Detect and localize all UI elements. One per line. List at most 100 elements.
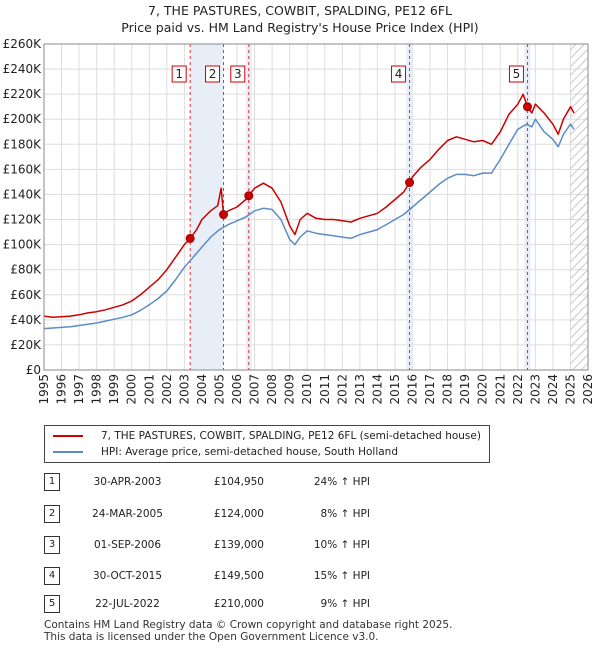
sale-label: 5 [513,67,521,81]
x-tick-label: 2002 [160,374,174,405]
chart-title-block: 7, THE PASTURES, COWBIT, SPALDING, PE12 … [0,2,600,36]
x-tick-label: 2025 [563,374,577,405]
sale-label-box [230,65,246,83]
hpi-line [43,118,575,330]
y-tick-label: £180K [3,137,43,151]
sale-label-box [391,65,407,83]
x-tick-label: 2019 [458,374,472,405]
table-row: 4 30-OCT-2015 £149,500 15% ↑ HPI [0,566,600,586]
y-tick-label: £60K [10,288,42,302]
sale-date: 30-APR-2003 [93,476,162,488]
x-tick-label: 2024 [546,374,560,405]
plot-border [43,43,589,371]
x-tick-label: 2000 [125,374,139,405]
x-tick-label: 1999 [107,374,121,405]
sale-label: 4 [395,67,403,81]
plot-background [44,44,588,370]
chart-subtitle: Price paid vs. HM Land Registry's House … [121,20,479,35]
sale-number: 2 [44,505,60,523]
y-tick-label: £20K [10,338,42,352]
sale-date: 24-MAR-2005 [92,508,163,520]
sale-markers: 1 2 3 4 5 [171,65,532,243]
x-tick-label: 1995 [37,374,51,405]
y-tick-label: £140K [3,187,43,201]
x-tick-label: 2021 [493,374,507,405]
legend: 7, THE PASTURES, COWBIT, SPALDING, PE12 … [44,425,490,463]
grid [43,43,589,371]
x-tick-label: 2015 [388,374,402,405]
sale-label: 1 [175,67,183,81]
x-tick-label: 2010 [300,374,314,405]
x-tick-label: 2013 [353,374,367,405]
y-tick-label: £200K [3,112,43,126]
sale-label-box [508,65,524,83]
x-tick-label: 2004 [195,374,209,405]
y-tick-label: £100K [3,238,43,252]
x-tick-label: 2026 [581,374,595,405]
y-tick-label: £0 [26,363,41,377]
sale-date: 30-OCT-2015 [93,570,162,582]
sale-point [185,233,195,243]
sale-date: 01-SEP-2006 [93,539,162,551]
x-tick-label: 2012 [335,374,349,405]
table-row: 3 01-SEP-2006 £139,000 10% ↑ HPI [0,535,600,555]
x-tick-label: 1998 [90,374,104,405]
sale-hpi-change: 9% ↑ HPI [320,598,370,610]
x-tick-label: 2003 [177,374,191,405]
y-tick-label: £120K [3,213,43,227]
x-tick-label: 2005 [212,374,226,405]
sale-shade-band [190,44,224,370]
footer-licence: This data is licensed under the Open Gov… [44,631,379,643]
chart-title: 7, THE PASTURES, COWBIT, SPALDING, PE12 … [148,3,452,18]
legend-line-property [53,435,83,437]
property-price-line [43,93,575,319]
x-tick-label: 2009 [283,374,297,405]
sale-price: £104,950 [213,476,264,488]
sale-point [244,191,254,201]
table-row: 1 30-APR-2003 £104,950 24% ↑ HPI [0,472,600,492]
table-row: 5 22-JUL-2022 £210,000 9% ↑ HPI [0,594,600,614]
x-tick-label: 2011 [318,374,332,405]
y-tick-label: £240K [3,62,43,76]
x-tick-label: 2007 [248,374,262,405]
footer-copyright: Contains HM Land Registry data © Crown c… [44,619,453,631]
y-tick-label: £220K [3,87,43,101]
x-tick-label: 2018 [441,374,455,405]
sale-point [405,178,415,188]
sale-price: £149,500 [213,570,264,582]
sale-number: 4 [44,567,60,585]
axes: £0 £20K £40K £60K £80K £100K £120K £140K £160K £1… [3,37,595,405]
x-tick-label: 2008 [265,374,279,405]
legend-label-hpi: HPI: Average price, semi-detached house,… [101,446,398,458]
sale-label-box [205,65,221,83]
footer: Contains HM Land Registry data © Crown c… [44,619,452,643]
y-tick-label: £80K [10,263,42,277]
sale-label: 3 [234,67,242,81]
legend-label-property: 7, THE PASTURES, COWBIT, SPALDING, PE12 … [101,430,481,442]
sale-point [522,102,532,112]
x-tick-label: 1996 [55,374,69,405]
sale-hpi-change: 15% ↑ HPI [313,570,370,582]
x-tick-label: 2016 [406,374,420,405]
forecast-hatch [570,44,588,370]
y-tick-label: £260K [3,37,43,51]
sale-date: 22-JUL-2022 [95,598,160,610]
sale-label: 2 [209,67,217,81]
y-tick-label: £160K [3,162,43,176]
sale-price: £124,000 [213,508,264,520]
sale-shading [189,44,588,370]
table-row: 2 24-MAR-2005 £124,000 8% ↑ HPI [0,504,600,524]
x-tick-label: 2017 [423,374,437,405]
sale-point [219,210,229,220]
sale-hpi-change: 8% ↑ HPI [320,508,370,520]
x-tick-label: 2023 [528,374,542,405]
sale-label-box [171,65,187,83]
sale-number: 5 [44,595,60,613]
sale-price: £139,000 [213,539,264,551]
x-tick-label: 2022 [511,374,525,405]
sale-hpi-change: 10% ↑ HPI [313,539,370,551]
sale-price: £210,000 [213,598,264,610]
y-tick-label: £40K [10,313,42,327]
x-tick-label: 2014 [370,374,384,405]
